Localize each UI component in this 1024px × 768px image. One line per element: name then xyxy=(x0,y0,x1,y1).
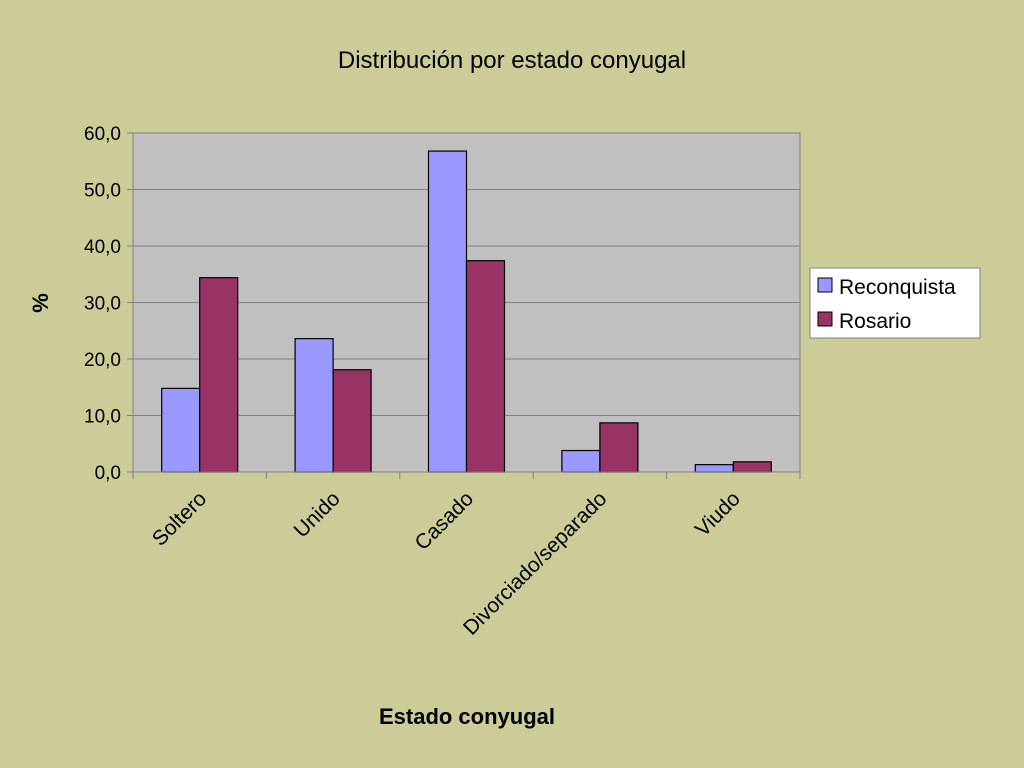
y-tick-label: 60,0 xyxy=(84,124,121,145)
bar-rosario-5 xyxy=(732,461,772,473)
y-axis-ticks: 0,0 10,0 20,0 30,0 40,0 50,0 60,0 xyxy=(84,124,133,484)
bar-rosario-2 xyxy=(332,369,372,473)
x-axis-title: Estado conyugal xyxy=(379,704,555,729)
legend-label: Rosario xyxy=(839,310,911,333)
x-category-label: Casado xyxy=(411,487,478,554)
y-tick-label: 30,0 xyxy=(84,294,121,315)
y-tick-label: 0,0 xyxy=(95,463,121,484)
x-category-label: Viudo xyxy=(691,487,745,541)
x-category-label: Divorciado/separado xyxy=(459,487,611,639)
bar-reconquista-1 xyxy=(161,387,201,473)
bar-rosario-4 xyxy=(599,422,639,473)
bar-rosario-1 xyxy=(199,277,239,473)
y-tick-label: 10,0 xyxy=(84,407,121,428)
legend-swatch xyxy=(817,311,833,327)
y-tick-label: 20,0 xyxy=(84,350,121,371)
y-tick-label: 40,0 xyxy=(84,237,121,258)
bar-reconquista-4 xyxy=(561,449,601,473)
axes xyxy=(132,133,801,479)
legend-label: Reconquista xyxy=(839,276,956,299)
bar-reconquista-3 xyxy=(427,150,468,473)
legend: Reconquista Rosario xyxy=(809,267,981,339)
y-tick-label: 50,0 xyxy=(84,181,121,202)
legend-swatch xyxy=(817,277,833,293)
bar-rosario-3 xyxy=(465,260,506,473)
bar-reconquista-5 xyxy=(694,464,734,473)
y-axis-title: % xyxy=(28,293,53,313)
bar-reconquista-2 xyxy=(294,338,334,473)
chart-title: Distribución por estado conyugal xyxy=(338,47,686,74)
x-category-label: Unido xyxy=(290,487,345,542)
x-category-label: Soltero xyxy=(148,487,211,550)
legend-box xyxy=(809,267,981,339)
